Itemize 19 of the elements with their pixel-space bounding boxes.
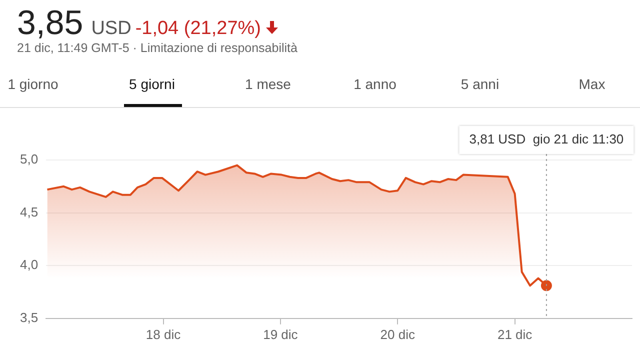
y-tick-label: 4,5 [20,204,38,220]
text: 1 giorno [8,76,58,92]
y-tick-label: 5,0 [20,152,38,167]
x-tick-label: 18 dic [146,326,182,342]
text: 5 giorni [129,76,175,92]
text: -1,04 (21,27%) [135,18,261,39]
text: 3,81 USD gio 21 dic 11:30 [469,132,624,147]
x-tick-label: 21 dic [497,326,533,342]
chart-subtitle: 21 dic, 11:49 GMT-5 · Limitazione di responsabilità [17,41,298,55]
text: Max [578,76,606,92]
text: USD [91,18,132,39]
text: 1 anno [354,76,396,92]
x-tick-label: 19 dic [263,326,298,342]
chart-title: 3,85 [17,4,84,42]
text: 5 anni [460,76,500,92]
x-tick-label: 20 dic [380,326,416,342]
y-tick-label: 4,0 [20,257,38,272]
y-tick-label: 3,5 [20,310,38,325]
text: 1 mese [245,76,291,92]
